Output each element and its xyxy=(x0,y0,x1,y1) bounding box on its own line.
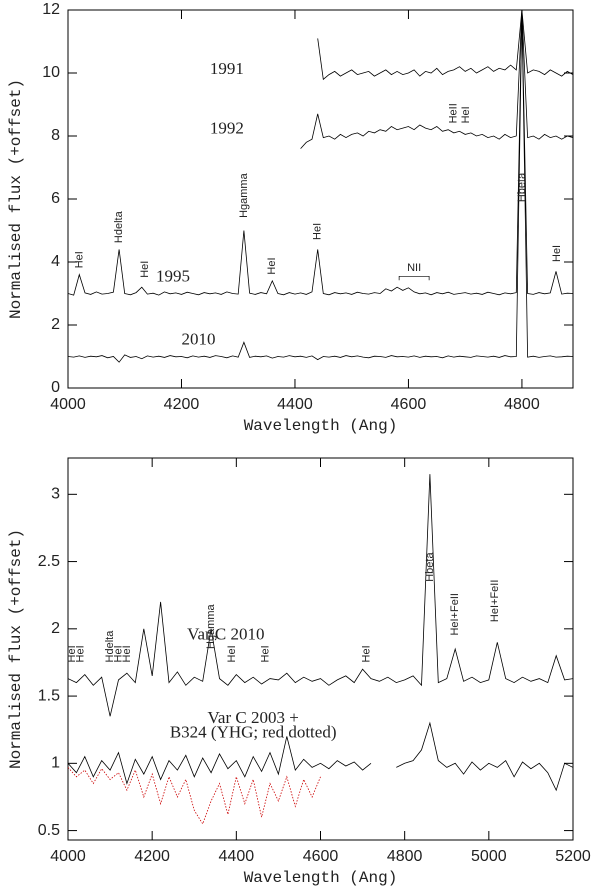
series-label: 1992 xyxy=(210,119,244,138)
line-annotation: HeI xyxy=(112,645,124,662)
line-annotation: HeI xyxy=(73,251,85,268)
plot-frame xyxy=(67,9,574,389)
series-label: 1995 xyxy=(156,267,190,286)
line-annotation: Hgamma xyxy=(238,172,250,218)
x-tick-label: 4000 xyxy=(50,396,86,413)
y-tick-label: 3 xyxy=(51,486,60,503)
line-annotation: HeI xyxy=(361,645,373,662)
line-annotation: HeI xyxy=(139,261,151,278)
line-annotation: HeI+FeII xyxy=(449,593,461,636)
series-label: Var C 2010 xyxy=(187,624,264,643)
x-tick-label: 4000 xyxy=(50,848,86,865)
line-annotation: HeI xyxy=(266,257,278,274)
y-tick-label: 2 xyxy=(51,316,60,333)
spectrum-line xyxy=(68,721,573,792)
y-tick-label: 10 xyxy=(42,64,60,81)
line-annotation: Hdelta xyxy=(104,630,116,663)
y-tick-label: 1.5 xyxy=(38,687,60,704)
y-tick-label: 0 xyxy=(51,379,60,396)
spectrum-line xyxy=(68,10,573,363)
line-annotation: NII xyxy=(407,262,421,274)
y-tick-label: 2.5 xyxy=(38,553,60,570)
x-tick-label: 4400 xyxy=(219,848,255,865)
y-tick-label: 2 xyxy=(51,620,60,637)
line-annotation: HeI xyxy=(551,245,563,262)
series-label: 2010 xyxy=(182,330,216,349)
line-annotation: HeI xyxy=(260,645,272,662)
x-tick-label: 4600 xyxy=(391,396,427,413)
line-annotation: Hdelta xyxy=(113,210,125,243)
y-tick-label: 8 xyxy=(51,127,60,144)
line-annotation: HeI xyxy=(312,223,324,240)
x-axis-label: Wavelength (Ang) xyxy=(244,417,398,435)
y-tick-label: 12 xyxy=(42,1,60,18)
spectrum-line xyxy=(68,10,573,296)
y-tick-label: 0.5 xyxy=(38,822,60,839)
x-tick-label: 4800 xyxy=(387,848,423,865)
series-label: 1991 xyxy=(210,59,244,78)
line-annotation: Hgamma xyxy=(205,603,217,649)
x-axis-label: Wavelength (Ang) xyxy=(244,869,398,887)
spectrum-line xyxy=(68,767,321,825)
panel: 4000 4200 4400 4600 4800 5000 5200 0.5 1 1.5 2 2.5 3… xyxy=(7,457,591,887)
spectrum-line xyxy=(68,474,573,717)
x-tick-label: 5000 xyxy=(471,848,507,865)
line-annotation: HeI+FeII xyxy=(489,580,501,623)
x-tick-label: 4800 xyxy=(504,396,540,413)
annotation-bracket xyxy=(398,275,430,281)
x-tick-label: 5200 xyxy=(555,848,591,865)
y-tick-label: 6 xyxy=(51,190,60,207)
x-tick-label: 4600 xyxy=(303,848,339,865)
panel: 4000 4200 4400 4600 4800 0 2 4 6 8 10 12 Wavelength … xyxy=(7,1,574,435)
spectrum-line xyxy=(300,10,573,149)
y-tick-label: 4 xyxy=(51,253,60,270)
line-annotation: HeI xyxy=(66,645,78,662)
line-annotation: HeI xyxy=(460,106,472,123)
spectrum-line xyxy=(317,10,573,81)
series-label: Var C 2003 + xyxy=(208,708,299,727)
y-axis-label: Normalised flux (+offset) xyxy=(7,79,25,319)
line-annotation: Hbeta xyxy=(516,172,528,202)
y-axis-label: Normalised flux (+offset) xyxy=(7,529,25,769)
line-annotation: HeI xyxy=(121,645,133,662)
x-tick-label: 4400 xyxy=(277,396,313,413)
line-annotation: HeI xyxy=(75,645,87,662)
line-annotation: HeI xyxy=(226,645,238,662)
line-annotation: HeII xyxy=(448,103,460,123)
y-tick-label: 1 xyxy=(51,755,60,772)
line-annotation: Hbeta xyxy=(424,552,436,582)
plot-frame xyxy=(67,457,574,841)
series-label: B324 (YHG; red dotted) xyxy=(170,723,337,742)
x-tick-label: 4200 xyxy=(134,848,170,865)
x-tick-label: 4200 xyxy=(164,396,200,413)
